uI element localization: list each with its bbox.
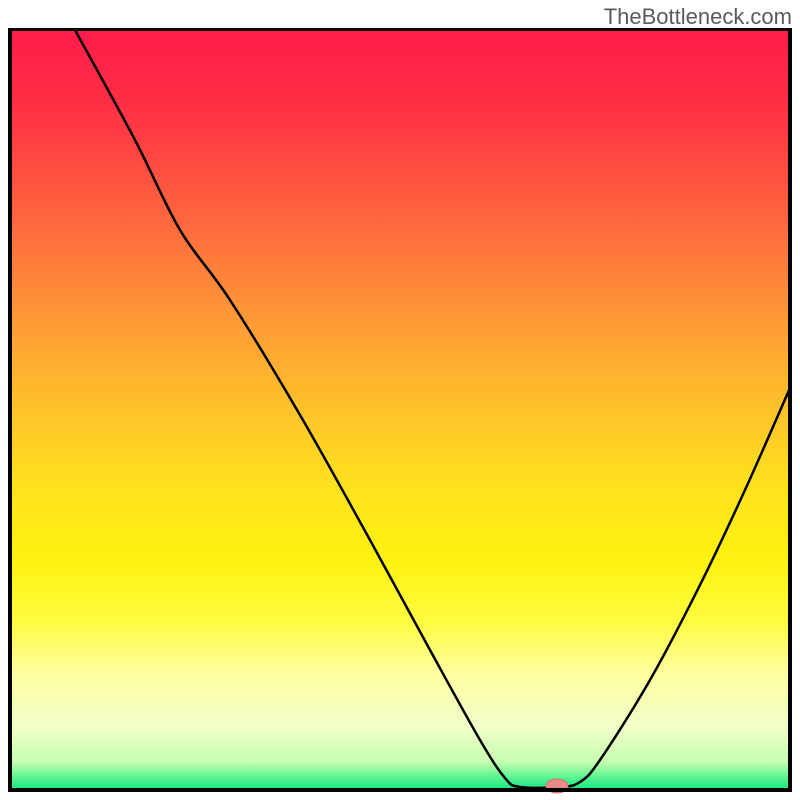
watermark-text: TheBottleneck.com: [604, 4, 792, 30]
chart-container: TheBottleneck.com: [0, 0, 800, 800]
plot-group: [12, 28, 790, 793]
gradient-background: [12, 30, 788, 788]
bottleneck-curve-chart: [0, 0, 800, 800]
